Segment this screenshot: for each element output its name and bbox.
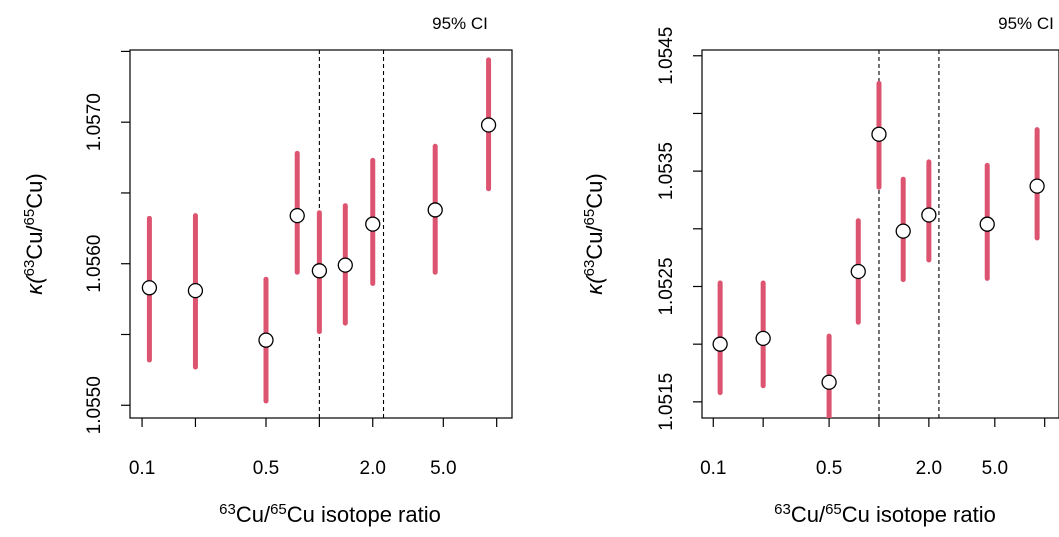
data-point (289, 207, 305, 224)
x-tick-label: 2.0 (360, 458, 386, 479)
x-tick-label: 0.1 (700, 458, 726, 479)
x-axis-label: 63Cu/65Cu isotope ratio (774, 501, 996, 528)
data-point (311, 263, 328, 279)
data-point (337, 257, 353, 273)
data-point (712, 336, 728, 352)
data-point (141, 280, 158, 296)
ci-label: 95% CI (998, 14, 1054, 33)
y-tick-label: 1.0535 (656, 142, 677, 200)
y-tick-label: 1.0570 (84, 93, 105, 151)
x-axis-label-sup1: 63 (219, 501, 236, 518)
data-point (921, 207, 937, 223)
x-axis-label-sup2: 65 (825, 501, 842, 518)
x-tick-label: 5.0 (430, 458, 456, 479)
data-point (895, 223, 911, 239)
data-marks (141, 57, 497, 404)
y-axis-label-sup1: 63 (21, 260, 38, 277)
data-marks (712, 80, 1045, 418)
x-tick-label: 2.0 (916, 458, 942, 479)
data-point (979, 216, 995, 232)
data-point (258, 332, 274, 348)
data-point (850, 263, 866, 280)
data-point (365, 216, 381, 232)
y-axis-label-mid: Cu/ (582, 225, 607, 260)
data-point (427, 202, 443, 218)
y-tick-label: 1.0515 (656, 373, 677, 431)
y-axis-label-post: Cu) (582, 173, 607, 208)
y-axis-label-post: Cu) (22, 173, 47, 208)
y-axis-label-mid: Cu/ (22, 225, 47, 260)
x-axis-label-sup1: 63 (774, 501, 791, 518)
y-tick-label: 1.0560 (84, 235, 105, 293)
x-axis-label-part1: Cu/ (236, 502, 271, 527)
y-axis-label-sup1: 63 (581, 260, 598, 277)
y-tick-label: 1.0550 (84, 376, 105, 434)
data-point (821, 374, 837, 390)
data-point (1029, 178, 1045, 194)
y-tick-label: 1.0545 (656, 27, 677, 85)
x-tick-label: 0.5 (816, 458, 842, 479)
x-axis-label-sup2: 65 (270, 501, 287, 518)
chart-panel-2: 95% CI 0.1 0.5 2.0 5.0 1.0515 1.0525 1.0535 1.05… (581, 14, 1059, 527)
x-axis-label-part2: Cu isotope ratio (287, 502, 441, 527)
y-axis-label-sup2: 65 (581, 209, 598, 226)
data-point (187, 282, 204, 299)
chart-panel-1: 95% CI0.1 0.5 2.0 5.01.05501.05601.0570κ(63… (21, 14, 513, 527)
y-axis-label: κ(63Cu/65Cu) (581, 173, 608, 294)
x-axis-label-part2: Cu isotope ratio (842, 502, 996, 527)
y-tick-label: 1.0525 (656, 257, 677, 315)
data-point (755, 330, 771, 347)
x-tick-label: 0.1 (129, 458, 155, 479)
data-point (480, 117, 497, 133)
x-axis-label-part1: Cu/ (791, 502, 826, 527)
data-point (871, 126, 887, 142)
y-axis-label-sup2: 65 (21, 209, 38, 226)
plot-frame (129, 49, 513, 419)
x-tick-label: 5.0 (982, 458, 1008, 479)
x-axis-label: 63Cu/65Cu isotope ratio (219, 501, 441, 528)
x-tick-label: 0.5 (253, 458, 279, 479)
y-axis-label-pre: κ( (22, 274, 47, 295)
plot-frame (701, 49, 1059, 419)
ci-label: 95% CI (432, 14, 488, 33)
y-axis-label-pre: κ( (582, 274, 607, 295)
y-axis-label: κ(63Cu/65Cu) (21, 173, 48, 294)
